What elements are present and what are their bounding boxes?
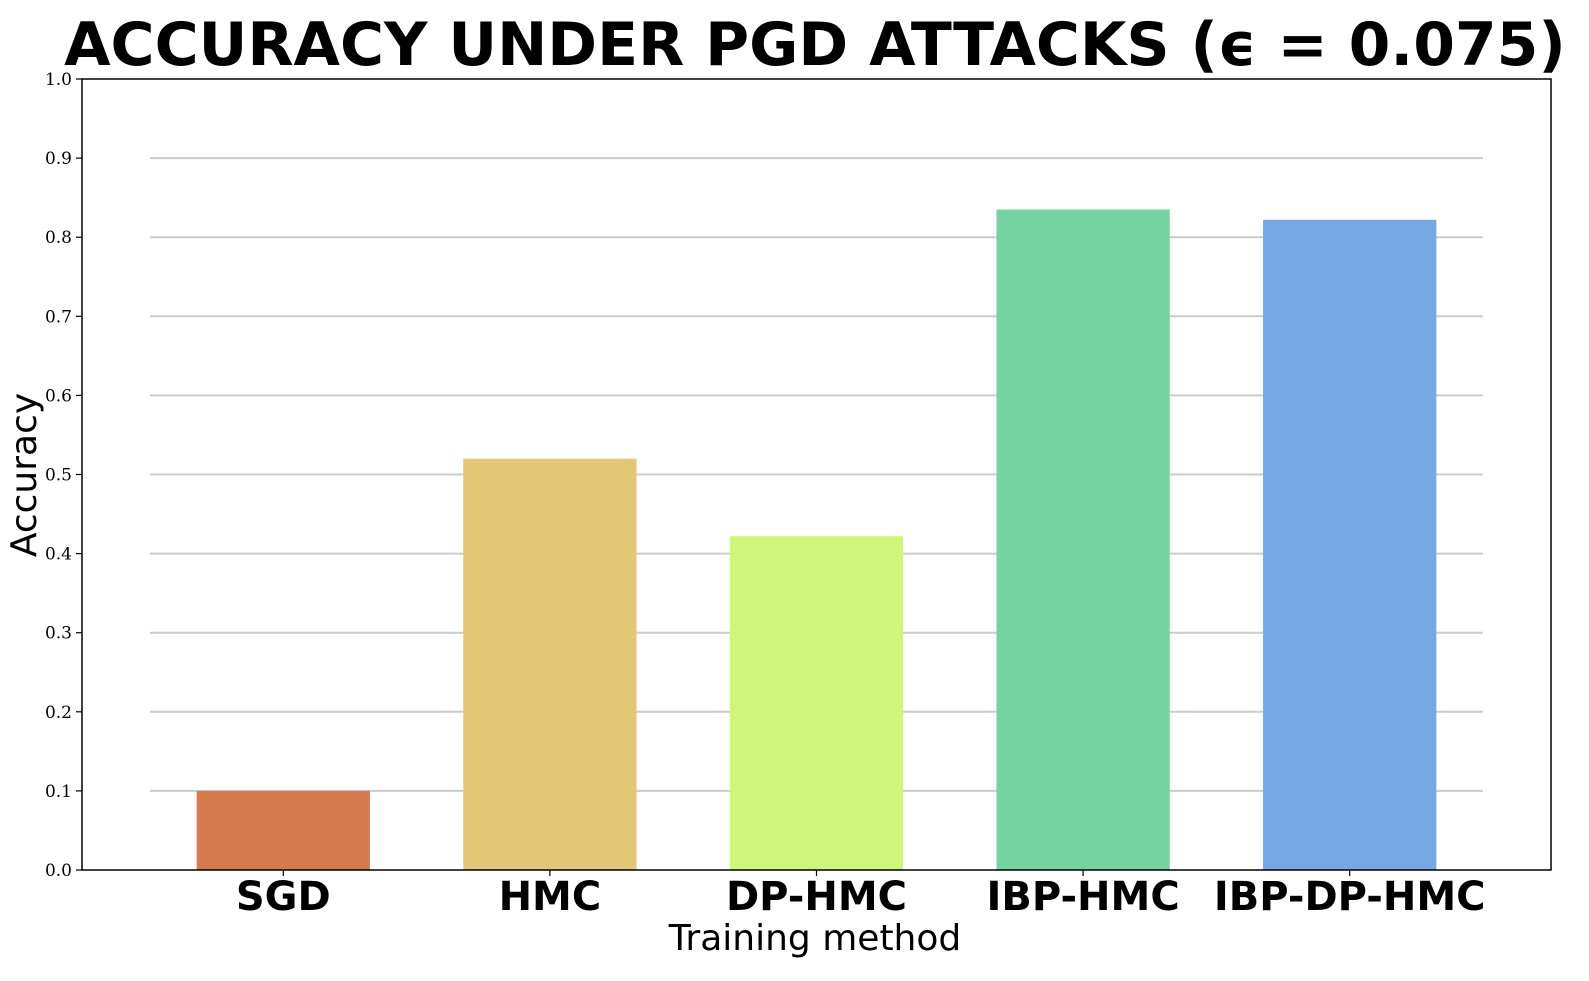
y-tick-label: 0.6 — [45, 386, 72, 406]
x-tick-label: SGD — [236, 874, 331, 920]
gridlines — [150, 157, 1483, 792]
x-axis-label: Training method — [668, 918, 962, 959]
y-tick-label: 1.0 — [45, 70, 72, 90]
x-tick-label: IBP-HMC — [986, 874, 1179, 920]
y-axis-ticks: 0.0 0.1 0.2 0.3 0.4 0.5 0.6 0.7 0.8 0.9 1.0 — [45, 70, 82, 881]
y-tick-label: 0.9 — [45, 149, 72, 169]
bar-ibp-hmc — [996, 209, 1170, 870]
x-tick-label: IBP-DP-HMC — [1214, 874, 1486, 920]
y-tick-label: 0.0 — [45, 861, 72, 881]
x-axis-ticks: SGD HMC DP-HMC IBP-HMC IBP-DP-HMC — [236, 870, 1486, 920]
chart-title: ACCURACY UNDER PGD ATTACKS (ϵ = 0.075) — [64, 10, 1566, 80]
x-tick-label: DP-HMC — [726, 874, 907, 920]
y-tick-label: 0.7 — [45, 307, 72, 327]
bar-dp-hmc — [729, 536, 904, 870]
y-axis-label: Accuracy — [4, 393, 45, 557]
bar-ibp-dp-hmc — [1263, 219, 1437, 871]
x-tick-label: HMC — [499, 874, 602, 920]
y-tick-label: 0.4 — [45, 545, 72, 565]
bars — [196, 209, 1437, 871]
bar-sgd — [196, 790, 370, 870]
y-tick-label: 0.8 — [45, 228, 72, 248]
y-tick-label: 0.1 — [45, 782, 72, 802]
bar-hmc — [463, 458, 637, 870]
y-tick-label: 0.5 — [45, 466, 72, 486]
y-tick-label: 0.3 — [45, 624, 72, 644]
y-tick-label: 0.2 — [45, 703, 72, 723]
